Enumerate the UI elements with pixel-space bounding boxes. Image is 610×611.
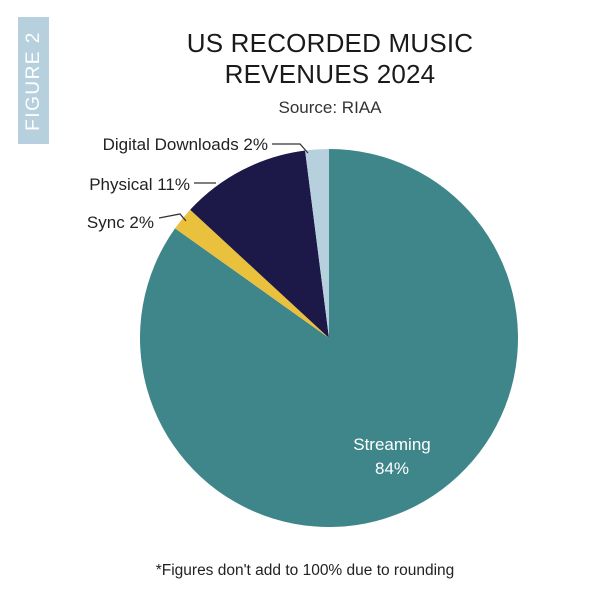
chart-title: US RECORDED MUSIC REVENUES 2024 xyxy=(140,28,520,90)
slice-label-digital-downloads: Digital Downloads 2% xyxy=(103,135,268,154)
pie-slices xyxy=(140,149,519,527)
chart-title-line-1: US RECORDED MUSIC xyxy=(186,28,474,58)
figure-tag: FIGURE 2 xyxy=(18,17,49,144)
slice-label-sync: Sync 2% xyxy=(87,213,154,232)
pie-slice-digital-downloads xyxy=(305,149,329,338)
pie-slice-sync xyxy=(175,209,329,338)
leader-line-sync xyxy=(158,213,187,222)
slice-value-streaming: 84% xyxy=(375,459,409,478)
slice-label-streaming: Streaming xyxy=(353,435,430,454)
leader-line-digital-downloads xyxy=(272,143,309,154)
pie-slice-physical xyxy=(190,150,329,338)
leader-lines xyxy=(158,143,309,222)
slice-labels: Streaming 84% Sync 2% Physical 11% Digital D… xyxy=(87,135,431,478)
footnote: *Figures don't add to 100% due to roundi… xyxy=(155,562,455,579)
pie-slice-streaming xyxy=(140,149,519,527)
chart-subtitle: Source: RIAA xyxy=(278,98,382,117)
chart-title-line-2: REVENUES 2024 xyxy=(224,59,436,89)
slice-label-physical: Physical 11% xyxy=(89,175,190,194)
